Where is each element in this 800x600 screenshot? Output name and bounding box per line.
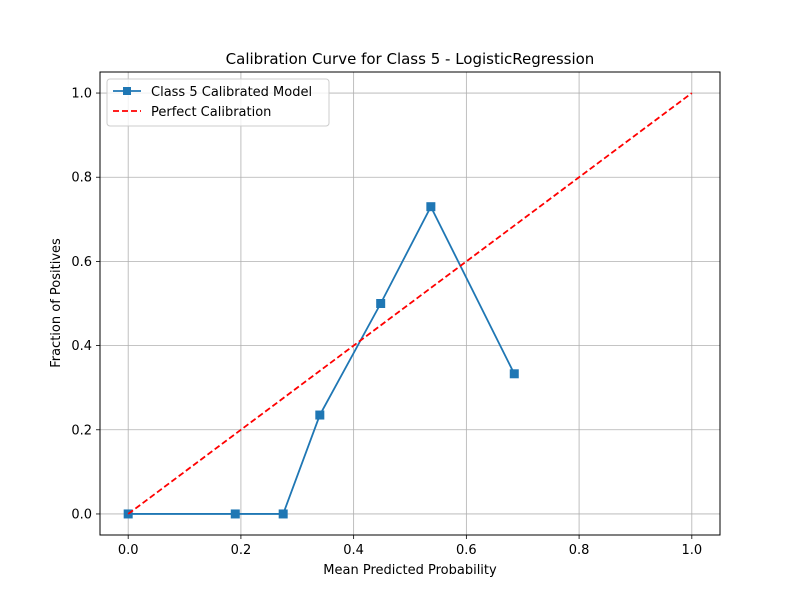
x-axis-label: Mean Predicted Probability — [323, 563, 497, 578]
grid — [100, 72, 720, 535]
plot-frame — [99, 71, 721, 536]
legend-label-calibrated: Class 5 Calibrated Model — [151, 85, 312, 100]
y-tick-label: 0.0 — [71, 507, 92, 522]
data-point — [123, 509, 133, 519]
y-tick-label: 0.2 — [71, 423, 92, 438]
legend-label-perfect: Perfect Calibration — [151, 105, 271, 120]
data-point — [426, 202, 436, 212]
data-point — [509, 369, 519, 379]
legend-marker-calibrated — [123, 87, 131, 95]
legend-box — [106, 78, 330, 127]
series-line-1 — [127, 92, 693, 515]
data-point — [315, 410, 325, 420]
x-tick-label: 0.6 — [456, 543, 477, 558]
x-tick-label: 0.2 — [231, 543, 252, 558]
x-tick-label: 0.0 — [118, 543, 139, 558]
x-tick-label: 1.0 — [681, 543, 702, 558]
data-point — [230, 509, 240, 519]
y-tick-label: 1.0 — [71, 87, 92, 102]
y-axis-label: Fraction of Positives — [49, 238, 64, 368]
series-layer — [123, 92, 693, 519]
y-tick-label: 0.6 — [71, 255, 92, 270]
data-point — [376, 299, 386, 308]
data-point — [278, 509, 288, 519]
legend: Class 5 Calibrated Model Perfect Calibra… — [106, 78, 330, 127]
x-tick-label: 0.8 — [569, 543, 590, 558]
y-tick-label: 0.8 — [71, 171, 92, 186]
ticks: 0.0 0.2 0.4 0.6 0.8 1.0 0.0 0.2 0.4 0.6 0.8 1.0 — [71, 87, 702, 558]
y-tick-label: 0.4 — [71, 339, 92, 354]
x-tick-label: 0.4 — [343, 543, 364, 558]
chart-title: Calibration Curve for Class 5 - Logistic… — [226, 50, 595, 68]
